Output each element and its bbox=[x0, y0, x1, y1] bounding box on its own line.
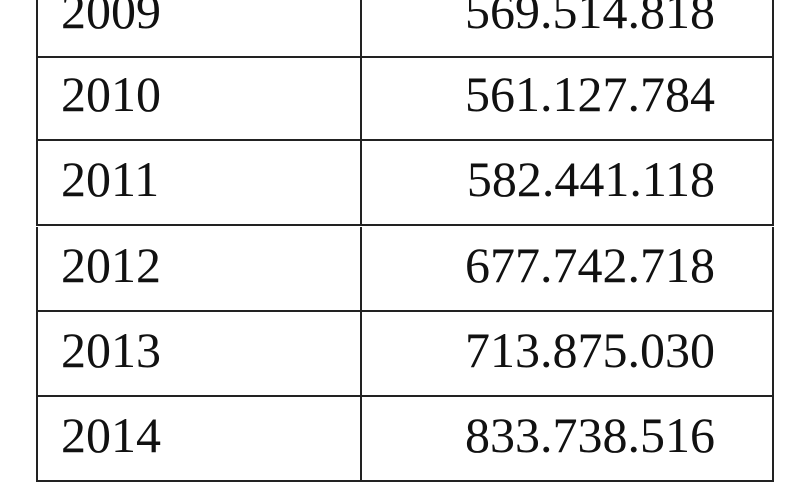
year-text: 2013 bbox=[61, 321, 161, 378]
year-text: 2014 bbox=[61, 407, 161, 463]
year-text: 2009 bbox=[61, 0, 161, 39]
value-cell: 833.738.516 bbox=[362, 397, 772, 480]
year-cell: 2013 bbox=[38, 311, 362, 395]
value-text: 833.738.516 bbox=[465, 407, 715, 463]
value-cell: 582.441.118 bbox=[362, 141, 772, 224]
value-text: 561.127.784 bbox=[465, 66, 715, 123]
value-cell: 677.742.718 bbox=[362, 227, 772, 310]
value-cell: 569.514.818 bbox=[362, 0, 772, 56]
year-text: 2012 bbox=[61, 236, 161, 293]
table-row: 2012 677.742.718 bbox=[36, 226, 774, 312]
year-text: 2011 bbox=[61, 151, 160, 208]
table-row: 2009 569.514.818 bbox=[36, 0, 774, 58]
table-row: 2014 833.738.516 bbox=[36, 397, 774, 482]
table-row: 2011 582.441.118 bbox=[36, 141, 774, 227]
year-cell: 2009 bbox=[38, 0, 362, 56]
value-cell: 561.127.784 bbox=[362, 56, 772, 139]
value-text: 582.441.118 bbox=[466, 151, 715, 208]
value-cell: 713.875.030 bbox=[362, 312, 772, 395]
table-row: 2010 561.127.784 bbox=[36, 56, 774, 142]
year-cell: 2010 bbox=[38, 56, 362, 140]
year-text: 2010 bbox=[61, 66, 161, 123]
value-text: 713.875.030 bbox=[465, 321, 715, 378]
year-cell: 2014 bbox=[38, 397, 362, 480]
year-cell: 2012 bbox=[38, 226, 362, 310]
value-text: 677.742.718 bbox=[465, 236, 715, 293]
year-cell: 2011 bbox=[38, 141, 362, 225]
value-text: 569.514.818 bbox=[465, 0, 715, 39]
table-row: 2013 713.875.030 bbox=[36, 311, 774, 397]
